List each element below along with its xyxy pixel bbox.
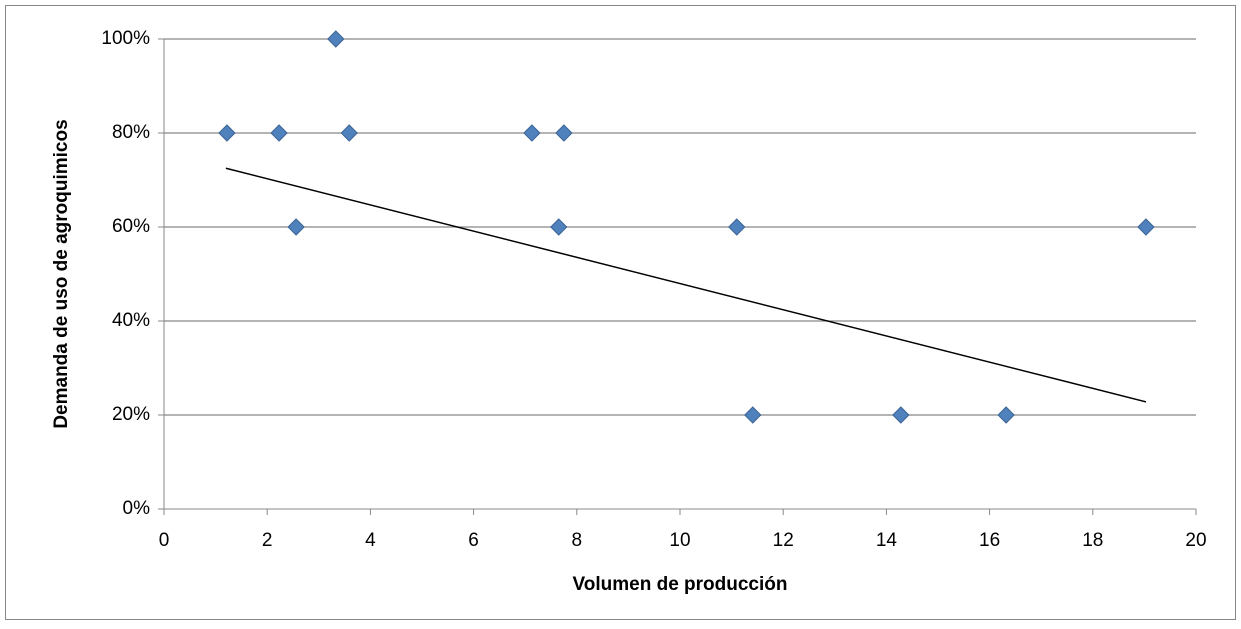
x-tick-label: 6 xyxy=(468,530,479,551)
data-point xyxy=(523,124,541,142)
y-tick-label: 60% xyxy=(112,216,150,237)
data-point xyxy=(327,30,345,48)
x-tick-label: 10 xyxy=(669,530,690,551)
data-point xyxy=(1137,218,1155,236)
trendline xyxy=(225,167,1147,403)
x-tick-label: 4 xyxy=(365,530,376,551)
x-tick-label: 12 xyxy=(773,530,794,551)
data-point xyxy=(892,406,910,424)
data-point xyxy=(997,406,1015,424)
x-tick-label: 0 xyxy=(159,530,170,551)
data-point xyxy=(555,124,573,142)
x-tick-label: 8 xyxy=(572,530,583,551)
data-point xyxy=(340,124,358,142)
x-tick-label: 2 xyxy=(262,530,273,551)
x-tick-label: 14 xyxy=(876,530,898,551)
data-point xyxy=(287,218,305,236)
x-tick-label: 20 xyxy=(1185,530,1206,551)
x-tick-label: 18 xyxy=(1082,530,1103,551)
x-tick-label: 16 xyxy=(979,530,1000,551)
x-axis-label: Volumen de producción xyxy=(573,574,788,595)
data-point xyxy=(728,218,746,236)
data-point xyxy=(744,406,762,424)
data-point xyxy=(550,218,568,236)
y-tick-label: 80% xyxy=(112,122,150,143)
y-axis-label: Demanda de uso de agroquimicos xyxy=(51,119,72,428)
y-tick-label: 100% xyxy=(101,28,150,49)
data-point xyxy=(218,124,236,142)
y-tick-label: 40% xyxy=(112,310,150,331)
y-tick-label: 20% xyxy=(112,404,150,425)
chart-border xyxy=(5,5,1236,620)
data-point xyxy=(270,124,288,142)
y-tick-label: 0% xyxy=(123,498,151,519)
